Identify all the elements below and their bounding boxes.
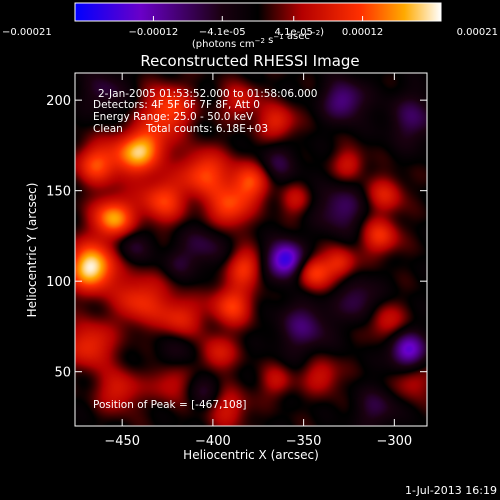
colorbar-tick-label: −0.00021 bbox=[2, 27, 52, 38]
y-tick-label: 150 bbox=[46, 185, 71, 200]
footer-date: 1-Jul-2013 16:19 bbox=[405, 484, 497, 497]
heatmap-image bbox=[75, 73, 427, 426]
x-axis-ticks bbox=[121, 73, 395, 426]
colorbar-tick-label: 0.00012 bbox=[342, 27, 383, 38]
colorbar-tick-label: −0.00012 bbox=[129, 27, 179, 38]
plot-frame bbox=[74, 72, 428, 427]
annotation-total-counts: Total counts: 6.18E+03 bbox=[145, 123, 268, 135]
colorbar-ticks bbox=[74, 16, 442, 21]
colorbar-unit-label: (photons cm−2 s−1 asec−2) bbox=[192, 27, 324, 50]
y-tick-label: 100 bbox=[46, 275, 71, 290]
y-axis-ticks bbox=[75, 99, 427, 373]
colorbar-tick-label: −4.1e-05 bbox=[199, 27, 246, 38]
x-axis-tick-labels: −450 −400 −350 −300 bbox=[104, 434, 412, 449]
colorbar-tick-label: 4.1e-05 bbox=[275, 27, 313, 38]
x-tick-label: −350 bbox=[286, 434, 322, 449]
x-axis-label: Heliocentric X (arcsec) bbox=[183, 448, 319, 462]
y-axis-label: Heliocentric Y (arcsec) bbox=[25, 183, 39, 318]
colorbar-tick-label: 0.00021 bbox=[457, 27, 498, 38]
colorbar-frame bbox=[74, 2, 442, 22]
x-tick-label: −300 bbox=[376, 434, 412, 449]
annotation-clean: Clean bbox=[93, 123, 123, 135]
x-tick-label: −400 bbox=[195, 434, 231, 449]
annotation-detectors: Detectors: 4F 5F 6F 7F 8F, Att 0 bbox=[93, 99, 260, 111]
colorbar bbox=[75, 3, 441, 21]
y-tick-label: 200 bbox=[46, 94, 71, 109]
chart-title: Reconstructed RHESSI Image bbox=[140, 52, 359, 70]
annotation-peak-position: Position of Peak = [-467,108] bbox=[93, 399, 247, 411]
y-axis-tick-labels: 50 100 150 200 bbox=[46, 94, 71, 381]
colorbar-tick-labels: −0.00021 −0.00012 −4.1e-05 4.1e-05 0.00012 0.… bbox=[2, 27, 498, 38]
annotation-energy-range: Energy Range: 25.0 - 50.0 keV bbox=[93, 111, 254, 123]
x-tick-label: −450 bbox=[104, 434, 140, 449]
annotation-time-range: 2-Jan-2005 01:53:52.000 to 01:58:06.000 bbox=[98, 88, 317, 100]
y-tick-label: 50 bbox=[54, 366, 71, 381]
